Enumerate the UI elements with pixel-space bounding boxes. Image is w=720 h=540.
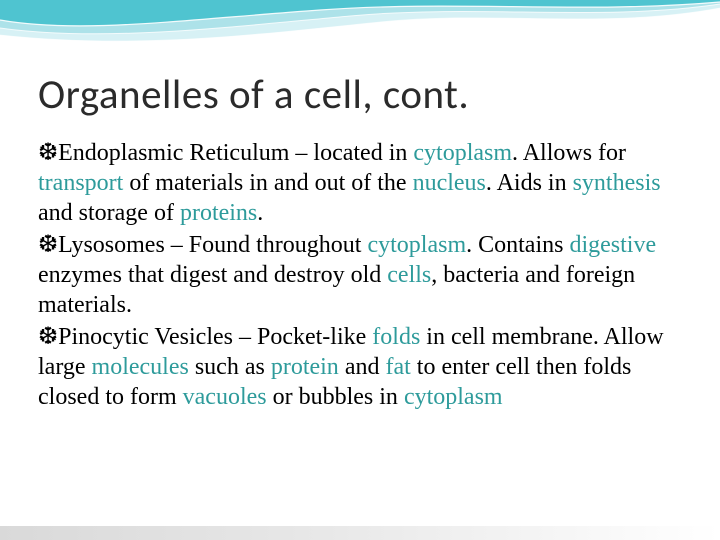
bullet-marker-icon: ❆ bbox=[38, 140, 58, 166]
body-text: . bbox=[257, 200, 263, 226]
highlighted-term: transport bbox=[38, 170, 123, 196]
bullet-marker-icon: ❆ bbox=[38, 324, 58, 350]
bullet-item: ❆Endoplasmic Reticulum – located in cyto… bbox=[38, 138, 682, 228]
highlighted-term: digestive bbox=[569, 232, 656, 258]
highlighted-term: cytoplasm bbox=[367, 232, 466, 258]
highlighted-term: molecules bbox=[92, 354, 189, 380]
highlighted-term: synthesis bbox=[573, 170, 661, 196]
highlighted-term: fat bbox=[385, 354, 410, 380]
body-text: enzymes that digest and destroy old bbox=[38, 262, 387, 288]
highlighted-term: proteins bbox=[180, 200, 257, 226]
body-text: and bbox=[339, 354, 386, 380]
body-text: of materials in and out of the bbox=[123, 170, 412, 196]
body-text: . Allows for bbox=[512, 140, 626, 166]
highlighted-term: nucleus bbox=[413, 170, 486, 196]
bullet-item: ❆Lysosomes – Found throughout cytoplasm.… bbox=[38, 230, 682, 320]
highlighted-term: cytoplasm bbox=[404, 384, 503, 410]
highlighted-term: folds bbox=[372, 324, 420, 350]
decorative-bottom-bar bbox=[0, 526, 720, 540]
body-text: or bubbles in bbox=[267, 384, 404, 410]
body-text: . Aids in bbox=[486, 170, 573, 196]
highlighted-term: vacuoles bbox=[183, 384, 267, 410]
body-text: such as bbox=[189, 354, 271, 380]
highlighted-term: cells bbox=[387, 262, 431, 288]
body-text: and storage of bbox=[38, 200, 180, 226]
highlighted-term: cytoplasm bbox=[413, 140, 512, 166]
body-text: Endoplasmic Reticulum – located in bbox=[58, 140, 413, 166]
bullet-list: ❆Endoplasmic Reticulum – located in cyto… bbox=[38, 138, 682, 412]
body-text: Pinocytic Vesicles – Pocket-like bbox=[58, 324, 372, 350]
bullet-item: ❆Pinocytic Vesicles – Pocket-like folds … bbox=[38, 322, 682, 412]
highlighted-term: protein bbox=[271, 354, 339, 380]
slide-title: Organelles of a cell, cont. bbox=[38, 70, 682, 120]
body-text: . Contains bbox=[466, 232, 569, 258]
bullet-marker-icon: ❆ bbox=[38, 232, 58, 258]
slide-content: Organelles of a cell, cont. ❆Endoplasmic… bbox=[0, 0, 720, 412]
body-text: Lysosomes – Found throughout bbox=[58, 232, 367, 258]
